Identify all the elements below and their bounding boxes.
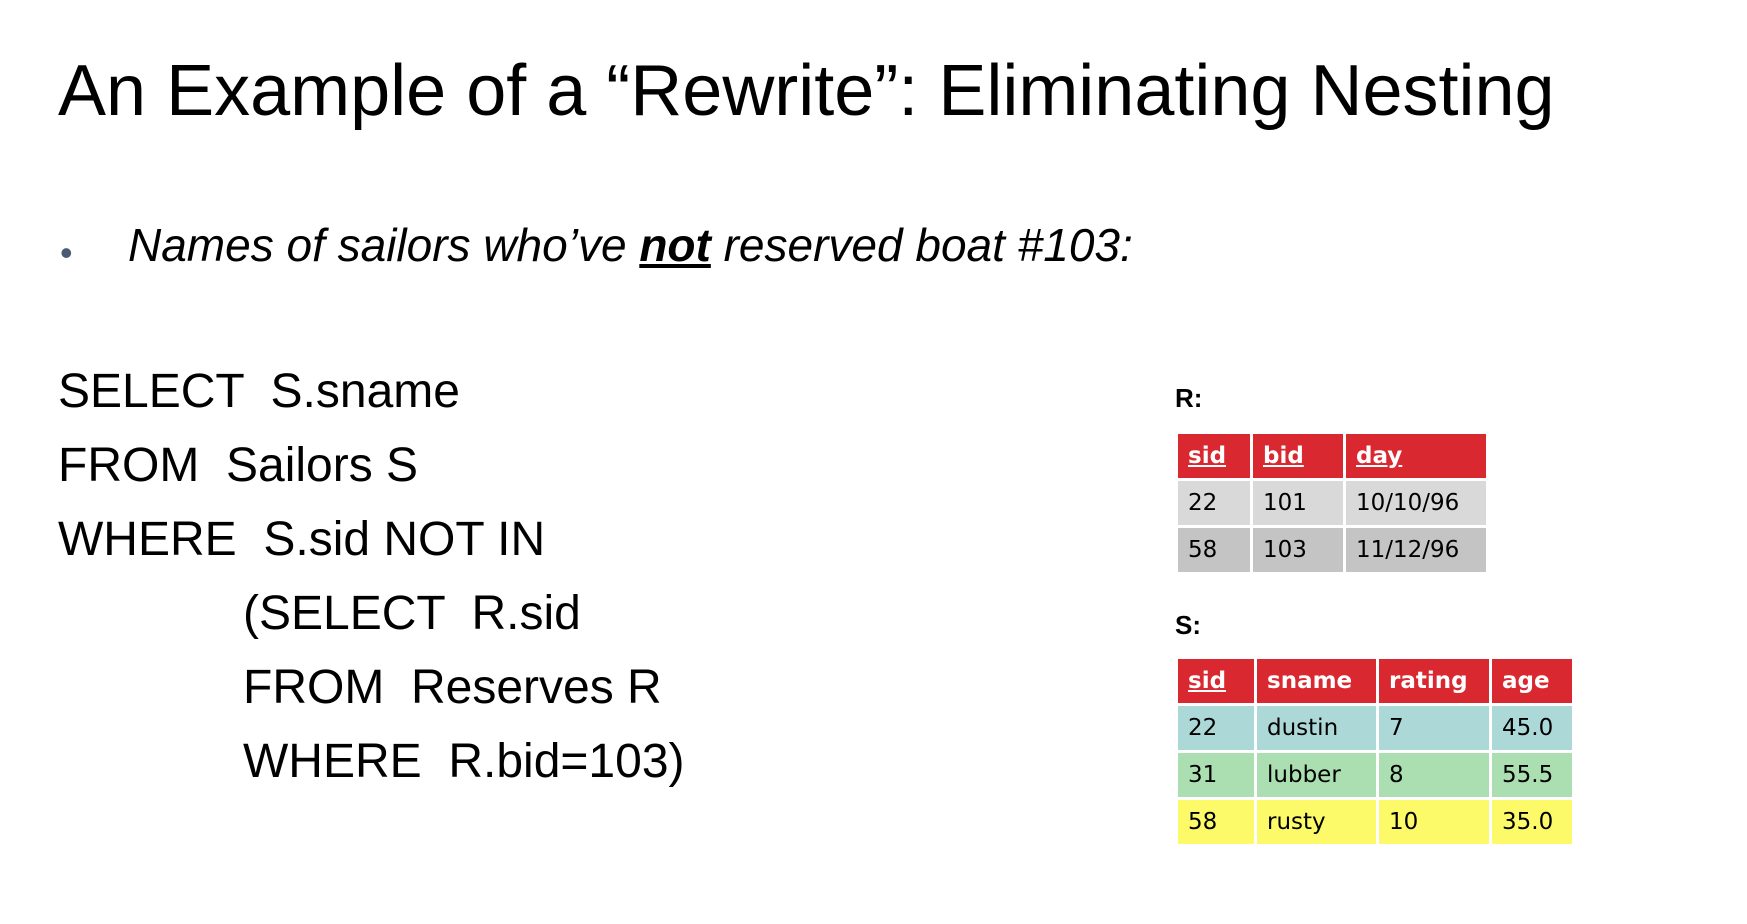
reserves-label: R: xyxy=(1175,383,1203,413)
table-row: 22 101 10/10/96 xyxy=(1178,481,1486,525)
column-header-sname: sname xyxy=(1257,659,1376,703)
table-cell: dustin xyxy=(1257,706,1376,750)
column-header-age: age xyxy=(1492,659,1572,703)
table-cell: 22 xyxy=(1178,481,1250,525)
column-header-sid: sid xyxy=(1178,659,1254,703)
sql-line-subwhere: WHERE R.bid=103) xyxy=(243,735,685,788)
table-cell: 58 xyxy=(1178,528,1250,572)
table-header-row: sid bid day xyxy=(1178,434,1486,478)
bullet-text: Names of sailors who’ve not reserved boa… xyxy=(128,212,1133,278)
table-cell: 31 xyxy=(1178,753,1254,797)
sql-line-subselect: (SELECT R.sid xyxy=(243,587,581,640)
bullet-text-after: reserved boat #103: xyxy=(710,219,1133,271)
table-cell: 22 xyxy=(1178,706,1254,750)
sql-line-from: FROM Sailors S xyxy=(58,439,419,492)
column-header-day: day xyxy=(1346,434,1486,478)
bullet-text-before: Names of sailors who’ve xyxy=(128,219,640,271)
table-cell: 7 xyxy=(1379,706,1489,750)
table-cell: 8 xyxy=(1379,753,1489,797)
table-cell: 101 xyxy=(1253,481,1343,525)
sql-line-where: WHERE S.sid NOT IN xyxy=(58,513,546,566)
table-row: 58 rusty 10 35.0 xyxy=(1178,800,1572,844)
column-header-sid: sid xyxy=(1178,434,1250,478)
table-cell: lubber xyxy=(1257,753,1376,797)
slide-title: An Example of a “Rewrite”: Eliminating N… xyxy=(58,51,1555,131)
table-row: 22 dustin 7 45.0 xyxy=(1178,706,1572,750)
table-cell: 58 xyxy=(1178,800,1254,844)
bullet-marker: • xyxy=(60,232,73,273)
table-cell: 10/10/96 xyxy=(1346,481,1486,525)
column-header-rating: rating xyxy=(1379,659,1489,703)
table-cell: rusty xyxy=(1257,800,1376,844)
table-cell: 45.0 xyxy=(1492,706,1572,750)
table-row: 31 lubber 8 55.5 xyxy=(1178,753,1572,797)
sailors-label: S: xyxy=(1175,610,1201,640)
table-cell: 10 xyxy=(1379,800,1489,844)
table-cell: 11/12/96 xyxy=(1346,528,1486,572)
sailors-table: sid sname rating age 22 dustin 7 45.0 31… xyxy=(1175,656,1575,847)
table-row: 58 103 11/12/96 xyxy=(1178,528,1486,572)
table-cell: 35.0 xyxy=(1492,800,1572,844)
sql-line-select: SELECT S.sname xyxy=(58,365,460,418)
table-cell: 103 xyxy=(1253,528,1343,572)
table-cell: 55.5 xyxy=(1492,753,1572,797)
table-header-row: sid sname rating age xyxy=(1178,659,1572,703)
column-header-bid: bid xyxy=(1253,434,1343,478)
reserves-table: sid bid day 22 101 10/10/96 58 103 11/12… xyxy=(1175,431,1489,575)
sql-line-subfrom: FROM Reserves R xyxy=(243,661,662,714)
bullet-text-emphasis: not xyxy=(639,219,711,271)
